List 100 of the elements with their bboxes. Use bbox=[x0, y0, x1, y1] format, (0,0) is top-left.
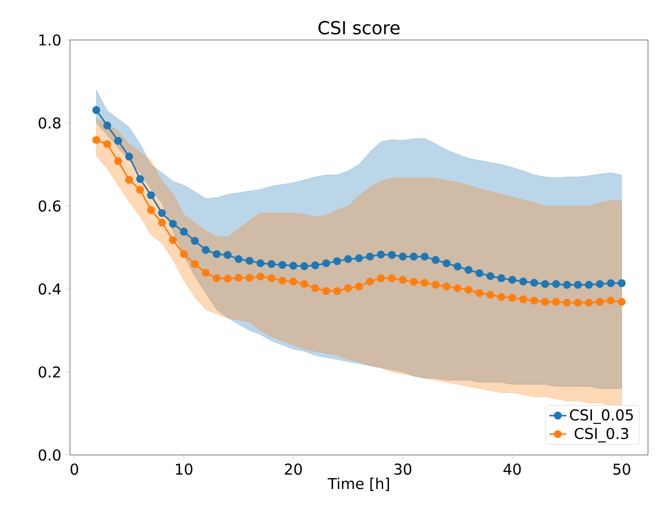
y-tick-label: 1.0 bbox=[39, 34, 60, 46]
point bbox=[541, 280, 550, 288]
point bbox=[454, 284, 462, 292]
point bbox=[464, 286, 472, 294]
point bbox=[376, 274, 385, 282]
point bbox=[508, 276, 516, 284]
point bbox=[574, 280, 582, 289]
point bbox=[278, 260, 286, 269]
point bbox=[168, 220, 177, 228]
point bbox=[420, 278, 429, 287]
point bbox=[596, 298, 604, 306]
point bbox=[606, 279, 615, 288]
point bbox=[190, 236, 199, 245]
point bbox=[618, 279, 626, 288]
point bbox=[125, 152, 134, 161]
point bbox=[158, 218, 166, 227]
point bbox=[333, 257, 342, 266]
point bbox=[103, 140, 112, 148]
point bbox=[190, 260, 199, 268]
point bbox=[256, 259, 264, 268]
point bbox=[475, 269, 484, 278]
point bbox=[497, 292, 506, 301]
point bbox=[322, 287, 330, 295]
point bbox=[475, 289, 484, 298]
point bbox=[246, 256, 254, 265]
point bbox=[486, 272, 494, 280]
point bbox=[355, 282, 363, 290]
chart-title: CSI score bbox=[318, 20, 400, 34]
point bbox=[300, 262, 308, 270]
point bbox=[114, 136, 122, 145]
point bbox=[158, 209, 166, 217]
point bbox=[202, 246, 210, 254]
y-tick-label: 0.0 bbox=[38, 449, 60, 461]
point bbox=[398, 276, 407, 284]
y-tick-label: 0.6 bbox=[38, 200, 61, 212]
point bbox=[136, 175, 144, 183]
point bbox=[289, 262, 298, 270]
y-tick-label: 0.8 bbox=[38, 117, 60, 129]
point bbox=[278, 276, 286, 285]
point bbox=[574, 298, 582, 307]
point bbox=[442, 282, 451, 290]
point bbox=[530, 296, 538, 305]
x-axis-title: Time [h] bbox=[328, 478, 389, 491]
point bbox=[552, 298, 560, 306]
y-tick-label: 0.4 bbox=[38, 283, 61, 295]
point bbox=[563, 280, 571, 289]
point bbox=[388, 274, 396, 282]
point bbox=[376, 250, 385, 258]
point bbox=[344, 255, 352, 264]
point bbox=[147, 191, 155, 200]
point bbox=[519, 295, 528, 304]
point bbox=[202, 268, 210, 277]
point bbox=[136, 186, 144, 194]
point bbox=[267, 274, 276, 282]
y-tick-label: 0.2 bbox=[38, 366, 60, 378]
point bbox=[180, 228, 188, 236]
point bbox=[322, 259, 330, 268]
point bbox=[410, 252, 418, 261]
point bbox=[366, 252, 374, 261]
point bbox=[420, 252, 429, 261]
point bbox=[530, 278, 538, 287]
point bbox=[333, 287, 342, 295]
point bbox=[606, 296, 615, 305]
point bbox=[541, 298, 550, 306]
point bbox=[519, 278, 528, 286]
point bbox=[454, 262, 462, 271]
point bbox=[464, 266, 472, 274]
point bbox=[584, 298, 593, 307]
point bbox=[114, 157, 122, 166]
point bbox=[300, 280, 308, 288]
x-tick-label: 0 bbox=[70, 464, 78, 475]
x-tick-label: 50 bbox=[613, 464, 630, 475]
point bbox=[256, 272, 264, 280]
point bbox=[147, 206, 155, 214]
point bbox=[618, 298, 626, 306]
point bbox=[234, 255, 243, 264]
x-tick-label: 20 bbox=[284, 464, 302, 475]
point bbox=[344, 284, 352, 292]
point bbox=[103, 122, 112, 130]
point bbox=[92, 106, 100, 114]
point bbox=[508, 294, 516, 302]
point bbox=[267, 260, 276, 268]
point bbox=[388, 251, 396, 259]
point bbox=[355, 254, 363, 262]
point bbox=[366, 278, 374, 286]
point bbox=[234, 274, 243, 282]
point bbox=[410, 278, 418, 286]
point bbox=[552, 280, 560, 288]
point bbox=[563, 298, 571, 307]
point bbox=[224, 274, 232, 283]
point bbox=[212, 274, 221, 282]
point bbox=[596, 280, 604, 288]
point bbox=[311, 284, 320, 292]
point bbox=[442, 259, 451, 268]
point bbox=[92, 136, 100, 144]
point bbox=[246, 274, 254, 282]
point bbox=[125, 176, 134, 184]
point bbox=[398, 252, 407, 261]
point bbox=[584, 280, 593, 289]
point bbox=[497, 274, 506, 282]
